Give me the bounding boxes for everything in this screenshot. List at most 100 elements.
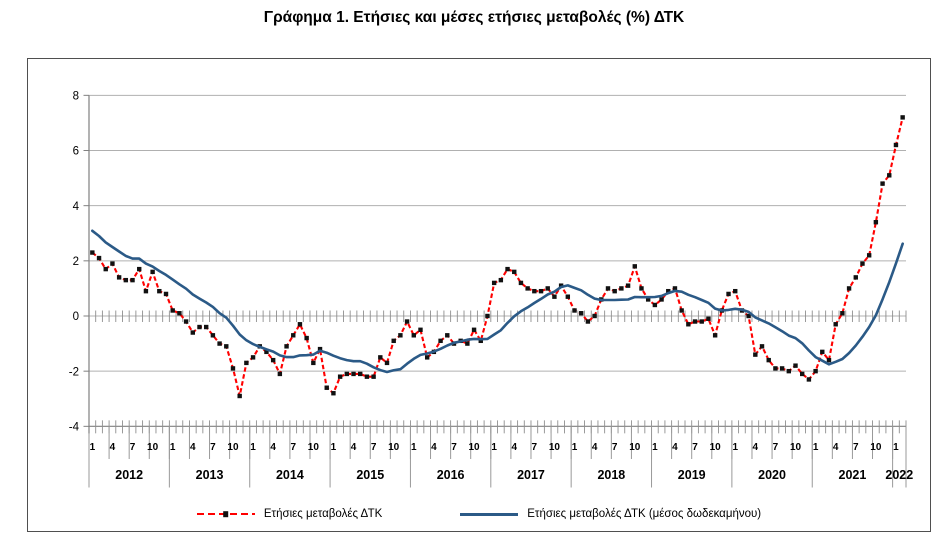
annual-series-marker	[525, 286, 530, 291]
annual-series-marker	[96, 255, 102, 261]
annual-series-marker	[860, 261, 865, 266]
annual-series-marker	[277, 371, 283, 377]
month-label: 7	[451, 442, 457, 453]
annual-series-marker	[833, 322, 838, 327]
month-label: 7	[371, 442, 377, 453]
annual-series-marker	[351, 371, 356, 377]
annual-series-marker	[404, 319, 410, 324]
month-label: 10	[227, 442, 239, 453]
month-label: 7	[210, 442, 216, 453]
annual-series-marker	[411, 333, 416, 338]
annual-series-marker	[692, 319, 698, 324]
month-label: 1	[572, 442, 578, 453]
annual-series-marker	[304, 335, 309, 341]
annual-series-marker	[786, 368, 792, 374]
annual-series-marker	[873, 220, 879, 225]
annual-series-marker	[465, 341, 470, 346]
annual-series-marker	[866, 253, 872, 258]
annual-series-marker	[157, 288, 162, 294]
annual-series-marker	[170, 308, 175, 313]
annual-series-marker	[297, 322, 303, 327]
annual-series-marker	[565, 294, 571, 299]
month-label: 4	[270, 442, 276, 453]
annual-series-marker	[317, 346, 323, 352]
annual-series-marker	[391, 338, 396, 344]
month-label: 4	[351, 442, 357, 453]
annual-series-marker	[826, 357, 832, 363]
annual-series-marker	[806, 377, 812, 382]
month-label: 7	[773, 442, 779, 453]
month-label: 4	[190, 442, 196, 453]
legend-label-average: Ετήσιες μεταβολές ΔΤΚ (μέσος δωδεκαμήνου…	[527, 508, 762, 520]
year-label: 2022	[885, 468, 913, 482]
year-label: 2019	[678, 468, 706, 482]
annual-series-marker	[558, 283, 564, 288]
month-label: 10	[870, 442, 882, 453]
y-tick-label: 0	[73, 311, 79, 323]
month-label: 4	[753, 442, 759, 453]
year-label: 2014	[276, 468, 304, 482]
annual-series-marker	[733, 288, 738, 294]
annual-series-marker	[853, 275, 858, 280]
annual-series-marker	[512, 269, 517, 275]
month-label: 10	[629, 442, 641, 453]
annual-series-marker	[358, 371, 363, 377]
month-label: 10	[710, 442, 722, 453]
annual-series-marker	[846, 286, 852, 291]
legend: Ετήσιες μεταβολές ΔΤΚ Ετήσιες μεταβολές …	[28, 501, 930, 527]
annual-series-marker	[445, 333, 450, 338]
annual-series-marker	[284, 344, 289, 349]
annual-series-marker	[183, 319, 189, 324]
annual-series-marker	[311, 360, 316, 366]
annual-series-marker	[471, 327, 477, 332]
month-label: 1	[411, 442, 417, 453]
annual-series-marker	[712, 333, 718, 338]
annual-series-marker	[619, 286, 624, 291]
annual-series-marker	[103, 266, 108, 272]
annual-series-marker	[438, 338, 443, 344]
month-label: 7	[692, 442, 698, 453]
annual-series-marker	[90, 250, 95, 255]
annual-series-marker	[652, 302, 658, 308]
annual-series-marker	[250, 355, 256, 360]
annual-series-marker	[659, 297, 664, 302]
annual-series-marker	[686, 322, 691, 327]
year-label: 2015	[356, 468, 384, 482]
annual-series-marker	[264, 349, 269, 355]
month-label: 10	[308, 442, 320, 453]
annual-series-marker	[612, 288, 617, 294]
annual-series-marker	[532, 288, 537, 294]
year-label: 2016	[437, 468, 465, 482]
month-label: 7	[612, 442, 618, 453]
year-label: 2012	[115, 468, 143, 482]
month-label: 1	[893, 442, 899, 453]
annual-series-marker	[270, 357, 276, 363]
annual-series-marker	[545, 286, 550, 291]
annual-series-marker	[625, 283, 631, 288]
month-label: 1	[732, 442, 738, 453]
annual-series-marker	[130, 277, 135, 283]
legend-item-annual: Ετήσιες μεταβολές ΔΤΚ	[196, 508, 382, 520]
annual-series-marker	[190, 330, 195, 335]
month-label: 7	[290, 442, 296, 453]
annual-series-marker	[639, 286, 644, 291]
annual-series-marker	[632, 264, 637, 269]
annual-series-marker	[793, 363, 798, 368]
annual-series-marker	[424, 355, 430, 360]
legend-item-average: Ετήσιες μεταβολές ΔΤΚ (μέσος δωδεκαμήνου…	[460, 508, 761, 520]
annual-series-marker	[699, 319, 704, 324]
annual-series-marker	[371, 374, 376, 379]
annual-series-marker	[203, 324, 209, 330]
annual-series-marker	[538, 288, 544, 294]
annual-series-marker	[840, 311, 845, 316]
annual-series-marker	[398, 333, 403, 338]
year-label: 2017	[517, 468, 545, 482]
annual-series-marker	[150, 269, 155, 275]
annual-series-marker	[552, 294, 557, 299]
annual-series-marker	[518, 280, 524, 286]
annual-series-marker	[197, 324, 202, 330]
annual-series-marker	[679, 308, 684, 313]
month-label: 10	[549, 442, 561, 453]
